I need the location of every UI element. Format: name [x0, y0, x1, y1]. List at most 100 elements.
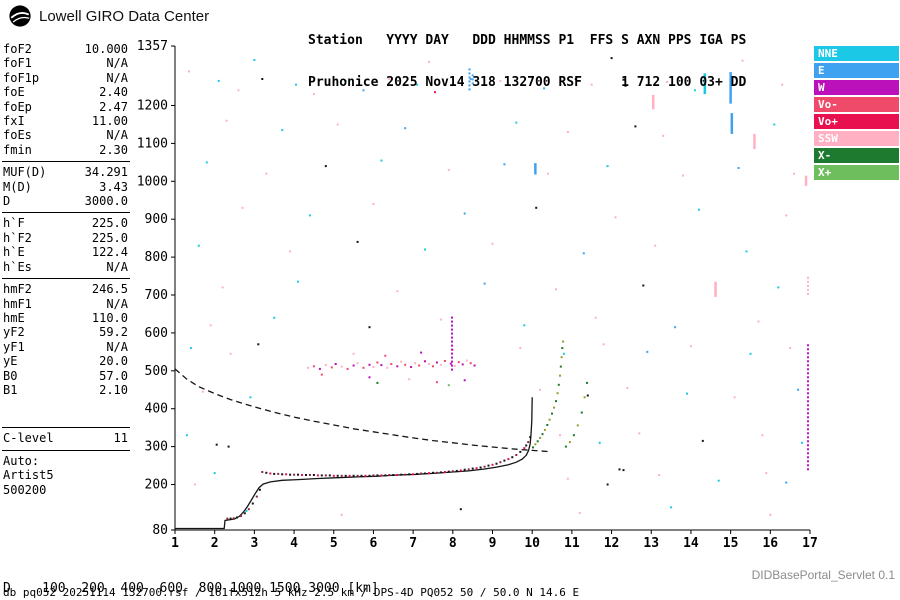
f-trace-echo [261, 436, 532, 477]
y-tick-label: 900 [145, 212, 168, 227]
parameter-panel: foF2 10.000 foF1 N/A foF1p N/A foE 2.40 foEp 2.47… [2, 39, 130, 501]
param-label: foF1p [3, 70, 40, 85]
param-row-foF2: foF2 10.000 [2, 42, 130, 56]
param-row-h`Es: h`Es N/A [2, 260, 130, 274]
param-value: 57.0 [99, 368, 128, 383]
legend-item-W: W [814, 80, 899, 95]
param-label: yF2 [3, 325, 25, 340]
param-value: 20.0 [99, 354, 128, 369]
param-label: foF2 [3, 42, 32, 56]
param-label: foEp [3, 99, 32, 114]
x-tick-label: 6 [370, 536, 378, 551]
param-group: foF2 10.000 foF1 N/A foF1p N/A foE 2.40 foEp 2.47… [2, 39, 130, 161]
param-label: foEs [3, 128, 32, 143]
x-trace-echo [532, 340, 588, 449]
legend-item-SSW: SSW [814, 131, 899, 146]
param-value: 122.4 [91, 245, 128, 260]
y-tick-label: 1357 [137, 39, 168, 54]
rfi-strip [468, 68, 471, 91]
param-label: yF1 [3, 339, 25, 354]
param-label: B1 [3, 382, 18, 397]
station-header-columns: Station YYYY DAY DDD HHMMSS P1 FFS S AXN… [308, 33, 747, 48]
brand-title: Lowell GIRO Data Center [39, 7, 210, 25]
param-label: fmin [3, 142, 32, 157]
y-tick-label: 500 [145, 364, 168, 379]
param-label: C-level [3, 431, 54, 446]
muf-transmission-curve [174, 368, 549, 453]
x-tick-label: 14 [683, 536, 699, 551]
brand: Lowell GIRO Data Center [8, 4, 209, 28]
param-group: Auto: Artist5 500200 [2, 449, 130, 501]
param-value: N/A [106, 56, 128, 71]
param-value: 246.5 [91, 282, 128, 297]
param-value: 2.40 [99, 85, 128, 100]
servlet-version-label: DIDBasePortal_Servlet 0.1 [751, 568, 895, 582]
param-value: N/A [106, 259, 128, 274]
lowell-logo-icon [9, 5, 31, 27]
param-row-hmE: hmE 110.0 [2, 311, 130, 325]
x-tick-label: 16 [762, 536, 778, 551]
x-tick-label: 9 [489, 536, 497, 551]
param-value: 2.10 [99, 382, 128, 397]
param-value: N/A [106, 339, 128, 354]
param-value: N/A [106, 70, 128, 85]
param-label: h`Es [3, 259, 32, 274]
param-row-foEp: foEp 2.47 [2, 100, 130, 114]
source-line: db pq052 20251114 132700.rsf / 161fx512h… [3, 586, 580, 599]
y-tick-label: 1200 [137, 99, 168, 114]
station-header-values: Pruhonice 2025 Nov14 318 132700 RSF 1 71… [308, 75, 747, 90]
x-tick-label: 5 [330, 536, 338, 551]
x-tick-label: 7 [409, 536, 417, 551]
param-label: yE [3, 354, 18, 369]
true-height-profile [175, 397, 533, 530]
param-value: N/A [106, 296, 128, 311]
param-label: fxI [3, 114, 25, 129]
param-value: 59.2 [99, 325, 128, 340]
param-group: MUF(D) 34.291 M(D) 3.43 D 3000.0 [2, 161, 130, 212]
x-tick-label: 3 [250, 536, 258, 551]
second-hop-spread [307, 349, 476, 384]
distance-muf-table: D 100 200 400 600 800 1000 1500 3000 [km… [3, 554, 387, 600]
e-trace-echo [226, 488, 261, 520]
param-value: N/A [106, 128, 128, 143]
legend-item-X-: X- [814, 148, 899, 163]
legend-item-X+: X+ [814, 165, 899, 180]
param-row-MUF(D): MUF(D) 34.291 [2, 165, 130, 179]
param-label: foF1 [3, 56, 32, 71]
y-tick-label: 1100 [137, 136, 168, 151]
param-label: h`F2 [3, 230, 32, 245]
param-label: hmF1 [3, 296, 32, 311]
x-tick-label: 17 [802, 536, 818, 551]
param-row-B0: B0 57.0 [2, 369, 130, 383]
param-row-M(D): M(D) 3.43 [2, 180, 130, 194]
y-tick-label: 300 [145, 440, 168, 455]
x-tick-label: 11 [564, 536, 580, 551]
param-row-B1: B1 2.10 [2, 383, 130, 397]
param-label: M(D) [3, 179, 32, 194]
param-row-foE: foE 2.40 [2, 85, 130, 99]
y-tick-label: 400 [145, 402, 168, 417]
param-group: h`F 225.0 h`F2 225.0 h`E 122.4 h`Es N/A [2, 212, 130, 278]
param-row-fxI: fxI 11.00 [2, 114, 130, 128]
param-label: h`F [3, 216, 25, 231]
x-tick-label: 1 [171, 536, 179, 551]
param-value: 110.0 [91, 310, 128, 325]
y-tick-label: 80 [152, 523, 168, 538]
param-row-hmF1: hmF1 N/A [2, 297, 130, 311]
param-label: D [3, 194, 11, 209]
param-value: 3000.0 [84, 194, 128, 209]
param-row-yE: yE 20.0 [2, 354, 130, 368]
param-row-hmF2: hmF2 246.5 [2, 282, 130, 296]
x-tick-label: 15 [723, 536, 739, 551]
param-row-foF1p: foF1p N/A [2, 71, 130, 85]
x-tick-label: 12 [604, 536, 620, 551]
auto-scaler-line: 500200 [3, 482, 47, 497]
param-label: hmF2 [3, 282, 32, 297]
rfi-strip [451, 316, 453, 371]
param-value: 225.0 [91, 216, 128, 231]
param-row-yF1: yF1 N/A [2, 340, 130, 354]
auto-scaler-line: Artist5 [3, 468, 54, 483]
param-group: C-level 11 [2, 427, 130, 449]
